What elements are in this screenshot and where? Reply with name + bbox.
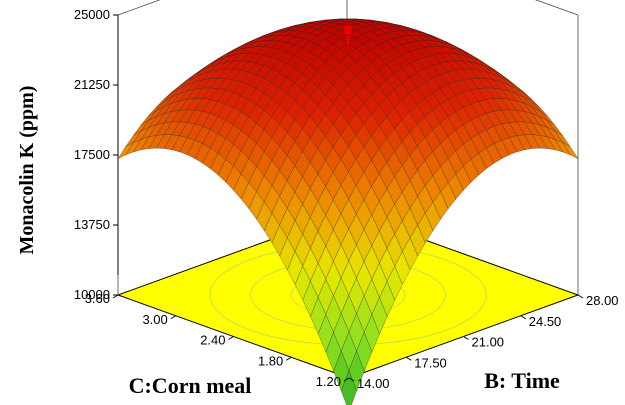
- x-tick-mark: [228, 336, 234, 340]
- y-tick-label: 24.50: [529, 314, 562, 329]
- design-point-marker: [343, 24, 353, 36]
- y-axis-title: B: Time: [484, 368, 560, 393]
- y-tick-mark: [405, 356, 412, 361]
- z-tick-label: 25000: [74, 7, 110, 22]
- x-tick-mark: [170, 315, 177, 320]
- z-tick-label: 13750: [74, 217, 110, 232]
- x-tick-label: 1.20: [316, 374, 341, 389]
- tick-labels: 10000 13750 17500 21250 25000 1.20 1.80 2.40 3.0…: [74, 7, 619, 391]
- x-tick-mark: [343, 377, 350, 382]
- y-tick-mark: [520, 315, 527, 320]
- y-tick-label: 28.00: [586, 293, 619, 308]
- surface-cell: [341, 370, 357, 405]
- frame-edge-4: [117, 0, 161, 16]
- design-points: [343, 24, 353, 44]
- x-tick-label: 2.40: [200, 333, 225, 348]
- x-tick-label: 1.80: [258, 353, 283, 368]
- x-tick-label: 3.60: [85, 291, 110, 306]
- x-tick-label: 3.00: [142, 312, 167, 327]
- x-axis-title: C:Corn meal: [129, 373, 252, 398]
- z-tick-label: 10000: [74, 287, 110, 302]
- y-tick-mark: [348, 377, 355, 382]
- x-tick-mark: [285, 356, 292, 361]
- z-axis-title: Monacolin K (ppm): [16, 86, 38, 255]
- z-tick-label: 17500: [74, 147, 110, 162]
- y-tick-label: 17.50: [414, 355, 447, 370]
- y-tick-label: 21.00: [472, 335, 505, 350]
- y-tick-label: 14.00: [357, 376, 390, 391]
- z-tick-label: 21250: [74, 77, 110, 92]
- y-tick-mark: [463, 336, 469, 340]
- y-tick-mark: [577, 294, 584, 299]
- frame-edge-5: [535, 0, 579, 16]
- x-tick-mark: [112, 294, 119, 299]
- response-surface: [117, 18, 579, 405]
